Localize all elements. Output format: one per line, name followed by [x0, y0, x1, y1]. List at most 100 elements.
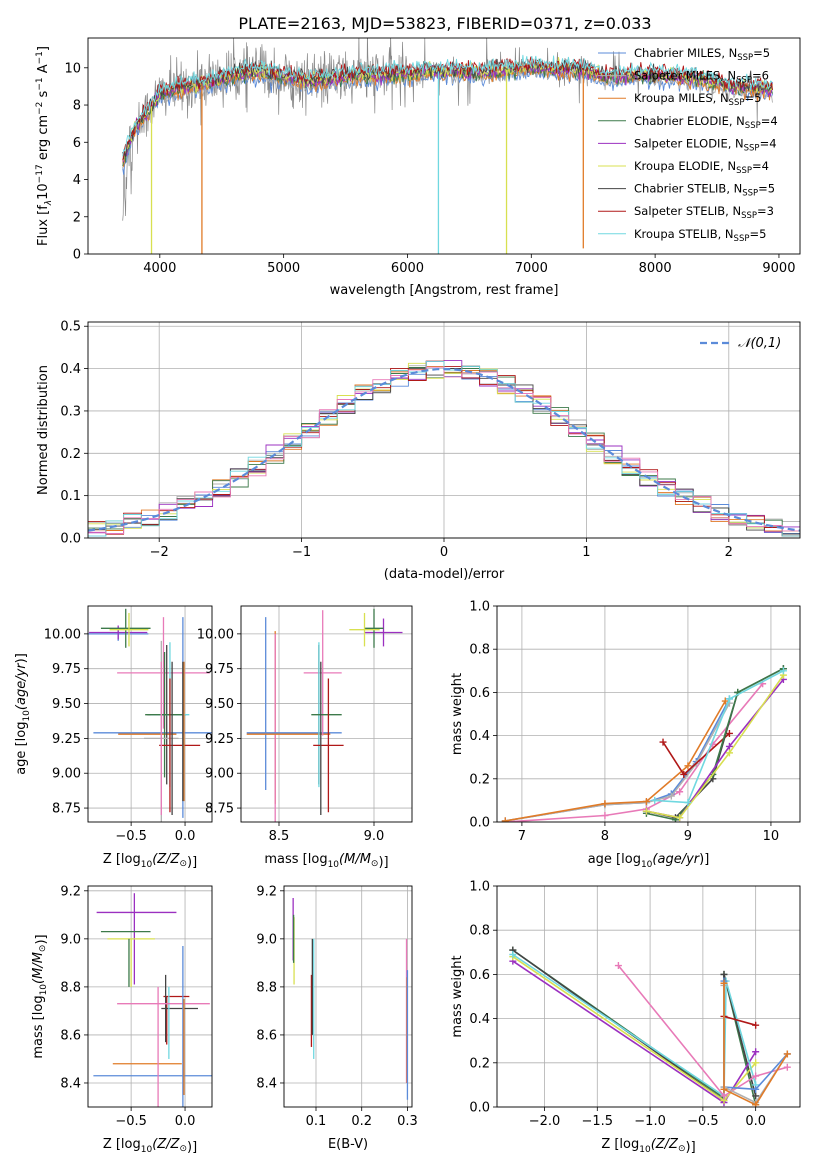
- y-tick-label: 0.8: [469, 924, 490, 939]
- x-tick-label: 0.1: [306, 1114, 327, 1129]
- legend-entry: Chabrier STELIB, NSSP=5: [634, 182, 775, 199]
- x-tick-label: 9: [684, 829, 692, 844]
- mass-weight-marker: [676, 814, 684, 822]
- legend-entry: Salpeter ELODIE, NSSP=4: [634, 136, 777, 153]
- legend-entry: Salpeter MILES, NSSP=6: [634, 69, 769, 86]
- y-tick-label: 0.8: [469, 643, 490, 658]
- y-tick-label: 0.0: [60, 532, 81, 547]
- y-tick-label: 10.00: [197, 627, 234, 642]
- y-tick-label: 8.75: [52, 802, 81, 817]
- y-tick-label: 9.2: [256, 884, 277, 899]
- mass-weight-marker: [752, 1101, 760, 1107]
- mass-weight-marker: [725, 729, 733, 737]
- mass-weight-marker: [720, 970, 728, 978]
- y-tick-label: 0.4: [469, 1012, 490, 1027]
- x-axis-label: mass [log10(M/M⊙)]: [264, 852, 388, 870]
- legend-entry: Chabrier ELODIE, NSSP=4: [634, 114, 778, 131]
- x-tick-label: 7000: [515, 261, 548, 276]
- x-tick-label: −1.5: [582, 1114, 614, 1129]
- y-axis-label: mass weight: [450, 955, 465, 1037]
- y-tick-label: 9.25: [205, 732, 234, 747]
- mass-weight-marker: [659, 738, 667, 746]
- mass-weight-marker: [684, 762, 692, 770]
- legend-entry: Kroupa ELODIE, NSSP=4: [634, 159, 769, 176]
- y-tick-label: 0.4: [60, 362, 81, 377]
- y-tick-label: 0.0: [469, 1101, 490, 1116]
- mass-weight-marker: [752, 1059, 760, 1067]
- mass-weight-line: [654, 670, 784, 804]
- x-tick-label: 0.2: [351, 1114, 372, 1129]
- x-tick-label: 6000: [391, 261, 424, 276]
- age_vs_mass-plot-area: [246, 608, 403, 822]
- x-axis-label: Z [log10(Z/Z⊙)]: [103, 1137, 197, 1155]
- mass-weight-marker: [752, 1072, 760, 1080]
- weight_vs_age-plot-area: [501, 665, 787, 822]
- y-tick-label: 8.6: [256, 1028, 277, 1043]
- mass-weight-marker: [779, 667, 787, 675]
- y-tick-label: 10.00: [44, 627, 81, 642]
- mass-weight-marker: [752, 1092, 760, 1100]
- y-tick-label: 9.00: [205, 767, 234, 782]
- y-tick-label: 4: [73, 173, 81, 188]
- x-tick-label: 0.0: [175, 1114, 196, 1129]
- mass-weight-marker: [752, 1021, 760, 1029]
- mass-weight-marker: [720, 979, 728, 987]
- axes-frame: [496, 605, 801, 823]
- mass-weight-marker: [642, 807, 650, 815]
- axes-frame: [87, 37, 801, 255]
- mass-weight-line: [646, 674, 785, 819]
- y-tick-label: 8.6: [60, 1028, 81, 1043]
- x-tick-label: 10: [763, 829, 780, 844]
- mass-weight-marker: [684, 799, 692, 807]
- x-tick-label: −1.0: [634, 1114, 666, 1129]
- y-tick-label: 0.0: [469, 816, 490, 831]
- y-tick-label: 9.75: [52, 662, 81, 677]
- mass_vs_ebv-panel: 0.1 0.2 0.3 8.4 8.6 8.8 9.0 9.2 E(B-V): [256, 884, 417, 1152]
- x-tick-label: 8.5: [269, 829, 290, 844]
- mass_vs_ebv-plot-area: [292, 898, 409, 1100]
- mass-weight-marker: [783, 1063, 791, 1071]
- mass_vs_Z-panel: −0.5 0.0 8.4 8.6 8.8 9.0 9.2 Z [log10(Z/Z⊙)] mas…: [31, 884, 213, 1155]
- mass-weight-marker: [601, 812, 609, 820]
- mass-weight-marker: [725, 695, 733, 703]
- mass-weight-marker: [720, 1085, 728, 1093]
- mass-weight-marker: [667, 792, 675, 800]
- x-axis-label: wavelength [Angstrom, rest frame]: [330, 283, 559, 298]
- mass-weight-line: [512, 949, 757, 1102]
- y-tick-label: 0.4: [469, 729, 490, 744]
- x-tick-label: 5000: [267, 261, 300, 276]
- y-tick-label: 9.00: [52, 767, 81, 782]
- x-tick-label: 0.3: [397, 1114, 418, 1129]
- x-tick-label: 0: [440, 545, 448, 560]
- mass-weight-line: [512, 949, 757, 1105]
- model-spectrum-line: [122, 54, 773, 157]
- legend-entry: Kroupa STELIB, NSSP=5: [634, 227, 766, 244]
- y-axis-label: Flux [fλ10−17 erg cm−2 s−1 A−1]: [35, 46, 54, 246]
- mass-weight-marker: [725, 749, 733, 757]
- x-axis-label: E(B-V): [328, 1137, 368, 1152]
- y-tick-label: 0.2: [469, 1056, 490, 1071]
- normal-curve: [88, 367, 800, 532]
- age_vs_Z-panel: −0.5 0.0 8.75 9.00 9.25 9.50 9.75 10.00 Z [log10…: [14, 605, 213, 870]
- x-axis-label: age [log10(age/yr)]: [588, 852, 710, 870]
- mass-weight-line: [723, 983, 788, 1106]
- y-tick-label: 0.1: [60, 489, 81, 504]
- y-tick-label: 8.4: [60, 1076, 81, 1091]
- y-axis-label: mass [log10(M/M⊙)]: [31, 934, 49, 1058]
- mass-weight-marker: [509, 951, 517, 959]
- x-tick-label: 9.0: [364, 829, 385, 844]
- figure-title: PLATE=2163, MJD=53823, FIBERID=0371, z=0…: [238, 14, 651, 33]
- y-tick-label: 8: [73, 99, 81, 114]
- mass-weight-line: [512, 953, 757, 1098]
- mass-weight-marker: [721, 697, 729, 705]
- y-tick-label: 0.2: [60, 447, 81, 462]
- weight_vs_age-panel: 7 8 9 10 0.0 0.2 0.4 0.6 0.8 1.0 age [log10(age/yr…: [450, 600, 801, 870]
- axes-frame: [283, 885, 413, 1108]
- axes-frame: [496, 885, 801, 1108]
- mass-weight-marker: [614, 962, 622, 970]
- mass-weight-line: [505, 700, 726, 822]
- age_vs_mass-panel: 8.5 9.0 8.75 9.00 9.25 9.50 9.75 10.00 mass [log…: [197, 605, 413, 870]
- y-tick-label: 9.2: [60, 884, 81, 899]
- axes-frame: [240, 605, 413, 823]
- legend-entry: Chabrier MILES, NSSP=5: [634, 46, 770, 63]
